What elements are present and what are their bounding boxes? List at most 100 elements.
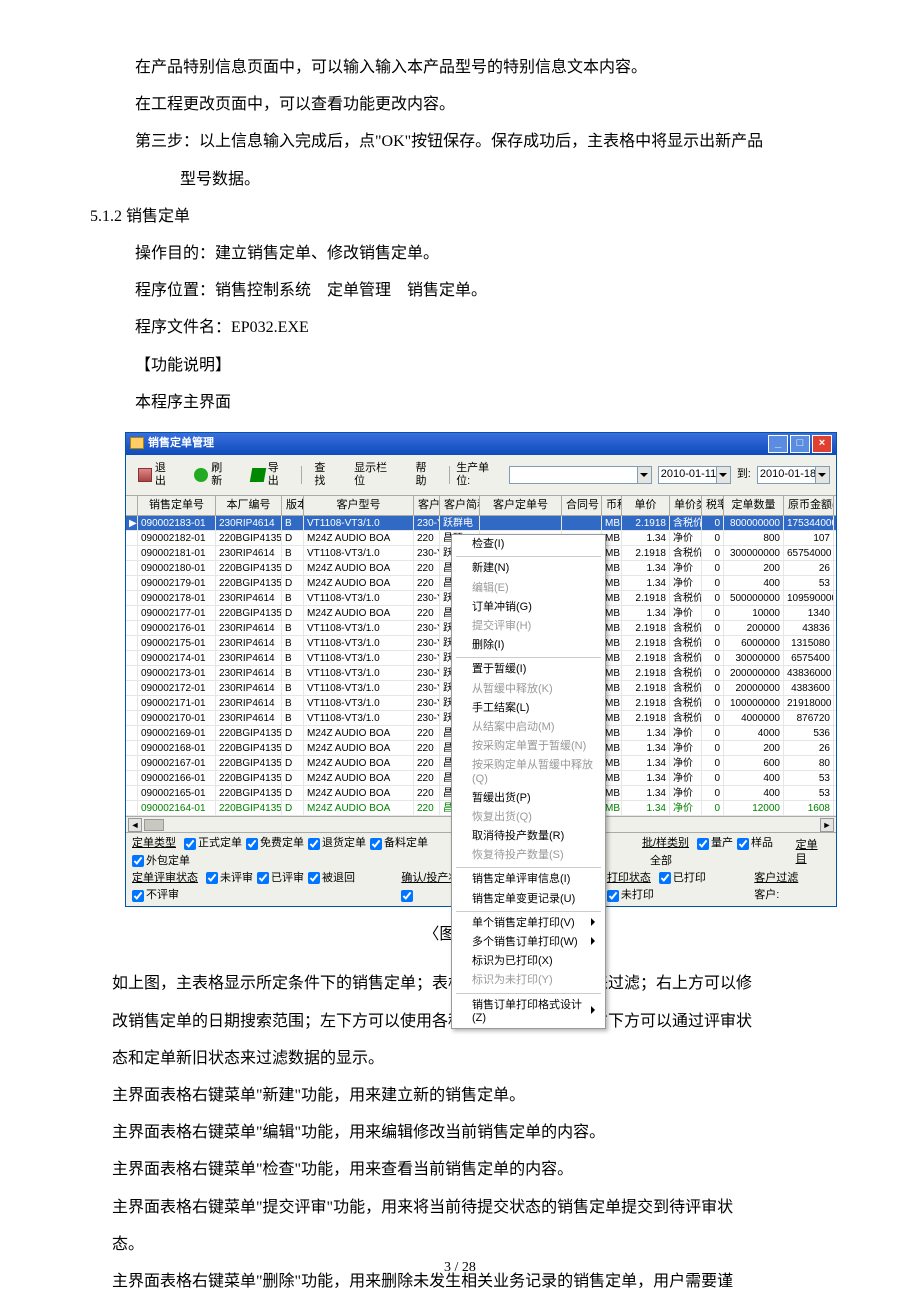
- para-15: 主界面表格右键菜单"提交评审"功能，用来将当前待提交状态的销售定单提交到待评审状: [90, 1190, 830, 1225]
- para-2: 在工程更改页面中，可以查看功能更改内容。: [90, 87, 830, 122]
- para-7: 【功能说明】: [90, 348, 830, 383]
- refresh-icon: [194, 468, 208, 482]
- chk-not-reviewed[interactable]: [206, 872, 218, 884]
- batch-sample-group: 批/样类别 量产 样品 全部: [642, 837, 796, 867]
- chk-extra[interactable]: [401, 890, 413, 902]
- menu-item[interactable]: 手工结案(L): [452, 699, 605, 718]
- col-customer-model[interactable]: 客户型号: [304, 496, 414, 515]
- exit-button[interactable]: 退出: [132, 459, 182, 491]
- refresh-button[interactable]: 刷新: [188, 459, 238, 491]
- menu-item[interactable]: 多个销售订单打印(W): [452, 933, 605, 952]
- menu-separator: [456, 556, 601, 557]
- col-amount[interactable]: 原币金额(▲\n无税): [784, 496, 834, 515]
- menu-item[interactable]: 置于暂缓(I): [452, 660, 605, 679]
- chk-outsource[interactable]: [132, 855, 144, 867]
- col-order-no[interactable]: 销售定单号: [138, 496, 216, 515]
- col-customer-order[interactable]: 客户定单号: [480, 496, 562, 515]
- window-close-button[interactable]: ×: [812, 435, 832, 453]
- window-titlebar[interactable]: 销售定单管理 _ □ ×: [126, 433, 836, 455]
- para-6: 程序文件名：EP032.EXE: [90, 310, 830, 345]
- chk-formal[interactable]: [184, 838, 196, 850]
- help-button[interactable]: 帮助: [410, 459, 444, 491]
- exit-icon: [138, 468, 152, 482]
- export-icon: [250, 468, 266, 482]
- export-button[interactable]: 导出: [245, 459, 295, 491]
- menu-item[interactable]: 检查(I): [452, 535, 605, 554]
- chevron-down-icon: [716, 467, 730, 483]
- to-label: 到:: [737, 468, 751, 481]
- col-version[interactable]: 版本: [282, 496, 304, 515]
- chevron-down-icon: [815, 467, 829, 483]
- menu-item[interactable]: 订单冲销(G): [452, 598, 605, 617]
- date-from-combo[interactable]: 2010-01-11: [658, 466, 731, 484]
- menu-item[interactable]: 暂缓出货(P): [452, 789, 605, 808]
- sales-order-window: 销售定单管理 _ □ × 退出 刷新 导出 查找 显示栏位 帮助 生产单位: 2…: [125, 432, 837, 907]
- chk-returned[interactable]: [308, 872, 320, 884]
- chk-sample[interactable]: [737, 838, 749, 850]
- chk-return[interactable]: [308, 838, 320, 850]
- toolbar: 退出 刷新 导出 查找 显示栏位 帮助 生产单位: 2010-01-11 到: …: [126, 455, 836, 496]
- window-title: 销售定单管理: [130, 437, 214, 450]
- menu-item: 恢复待投产数量(S): [452, 846, 605, 865]
- para-3b: 型号数据。: [90, 162, 830, 197]
- scroll-left-button[interactable]: ◄: [128, 818, 142, 832]
- date-to-combo[interactable]: 2010-01-18: [757, 466, 830, 484]
- col-factory-no[interactable]: 本厂编号: [216, 496, 282, 515]
- scroll-right-button[interactable]: ►: [820, 818, 834, 832]
- menu-item[interactable]: 单个销售定单打印(V): [452, 914, 605, 933]
- chk-not-printed[interactable]: [607, 890, 619, 902]
- find-button[interactable]: 查找: [308, 459, 342, 491]
- page-number: 3 / 28: [0, 1253, 920, 1284]
- unit-label: 生产单位:: [456, 462, 502, 488]
- columns-button[interactable]: 显示栏位: [348, 459, 403, 491]
- menu-item[interactable]: 销售订单打印格式设计(Z): [452, 996, 605, 1028]
- chk-mass[interactable]: [697, 838, 709, 850]
- menu-item: 恢复出货(Q): [452, 808, 605, 827]
- section-5-1-2: 5.1.2 销售定单: [90, 199, 830, 234]
- para-13: 主界面表格右键菜单"编辑"功能，用来编辑修改当前销售定单的内容。: [90, 1115, 830, 1150]
- para-14: 主界面表格右键菜单"检查"功能，用来查看当前销售定单的内容。: [90, 1152, 830, 1187]
- menu-item: 编辑(E): [452, 579, 605, 598]
- unit-combo[interactable]: [509, 466, 652, 484]
- menu-item: 提交评审(H): [452, 617, 605, 636]
- window-minimize-button[interactable]: _: [768, 435, 788, 453]
- para-1: 在产品特别信息页面中，可以输入输入本产品型号的特别信息文本内容。: [90, 50, 830, 85]
- col-contract[interactable]: 合同号: [562, 496, 602, 515]
- chevron-down-icon: [637, 467, 651, 483]
- grid-header: 销售定单号 本厂编号 版本 客户型号 客户代码 客户简称 客户定单号 合同号 币…: [126, 496, 836, 516]
- menu-separator: [456, 993, 601, 994]
- chk-material[interactable]: [370, 838, 382, 850]
- menu-item[interactable]: 标识为已打印(X): [452, 952, 605, 971]
- menu-separator: [456, 911, 601, 912]
- menu-item[interactable]: 销售定单变更记录(U): [452, 890, 605, 909]
- col-customer-short[interactable]: 客户简称: [440, 496, 480, 515]
- menu-item: 从暂缓中释放(K): [452, 680, 605, 699]
- toolbar-separator: [301, 466, 302, 484]
- menu-separator: [456, 657, 601, 658]
- chk-reviewed[interactable]: [257, 872, 269, 884]
- table-row[interactable]: ▶090002183-01230RIP4614BVT1108-VT3/1.023…: [126, 516, 836, 531]
- menu-item[interactable]: 删除(I): [452, 636, 605, 655]
- menu-item: 按采购定单从暂缓中释放(Q): [452, 756, 605, 788]
- col-price[interactable]: 单价: [622, 496, 670, 515]
- menu-item[interactable]: 取消待投产数量(R): [452, 827, 605, 846]
- para-8: 本程序主界面: [90, 385, 830, 420]
- window-maximize-button[interactable]: □: [790, 435, 810, 453]
- col-price-type[interactable]: 单价类别: [670, 496, 702, 515]
- order-type-label: 定单类型: [132, 837, 176, 850]
- menu-item[interactable]: 销售定单评审信息(I): [452, 870, 605, 889]
- chk-free[interactable]: [246, 838, 258, 850]
- col-tax[interactable]: 税率: [702, 496, 724, 515]
- context-menu: 检查(I) 新建(N)编辑(E)订单冲销(G)提交评审(H)删除(I) 置于暂缓(I…: [451, 534, 606, 1029]
- menu-item: 从结案中启动(M): [452, 718, 605, 737]
- order-type-group: 定单类型 正式定单 免费定单 退货定单 备料定单 外包定单: [132, 837, 465, 867]
- chk-no-review[interactable]: [132, 890, 144, 902]
- menu-item[interactable]: 新建(N): [452, 559, 605, 578]
- col-customer-code[interactable]: 客户代码: [414, 496, 440, 515]
- chk-printed[interactable]: [659, 872, 671, 884]
- col-currency[interactable]: 币种: [602, 496, 622, 515]
- col-qty[interactable]: 定单数量: [724, 496, 784, 515]
- scroll-thumb[interactable]: [144, 819, 164, 831]
- para-4: 操作目的：建立销售定单、修改销售定单。: [90, 236, 830, 271]
- para-5: 程序位置：销售控制系统 定单管理 销售定单。: [90, 273, 830, 308]
